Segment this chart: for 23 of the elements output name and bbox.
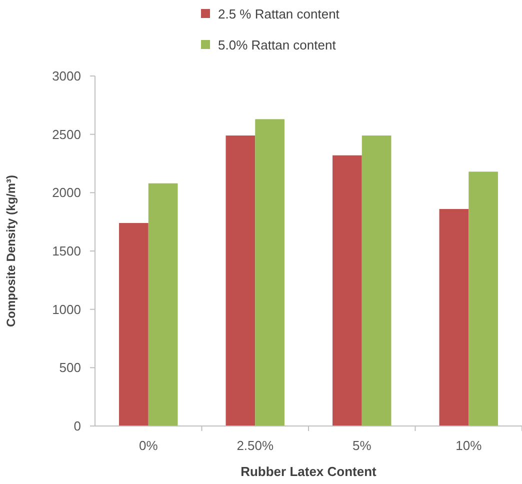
x-tick-label: 10% <box>456 438 482 453</box>
y-axis-title: Composite Density (kg/m³) <box>4 174 18 328</box>
bar <box>148 183 178 426</box>
bar <box>332 155 362 426</box>
x-tick-label: 0% <box>138 438 158 453</box>
bar <box>362 136 392 426</box>
bar <box>468 172 498 426</box>
legend-label: 2.5 % Rattan content <box>218 6 340 22</box>
bar <box>119 223 148 426</box>
y-tick-label: 3000 <box>52 68 81 84</box>
x-axis-title: Rubber Latex Content <box>240 464 378 479</box>
y-tick-label: 500 <box>59 360 81 376</box>
y-tick-label: 0 <box>74 418 81 434</box>
y-tick-label: 1000 <box>52 302 81 317</box>
bar <box>226 136 256 426</box>
bar <box>439 209 469 426</box>
y-tick-label: 1500 <box>52 244 81 259</box>
y-tick-label: 2000 <box>52 185 81 200</box>
x-tick-label: 2.50% <box>236 438 274 453</box>
bar <box>255 119 284 426</box>
x-tick-label: 5% <box>352 438 372 453</box>
y-tick-label: 2500 <box>52 126 81 142</box>
legend-label: 5.0% Rattan content <box>218 38 336 53</box>
